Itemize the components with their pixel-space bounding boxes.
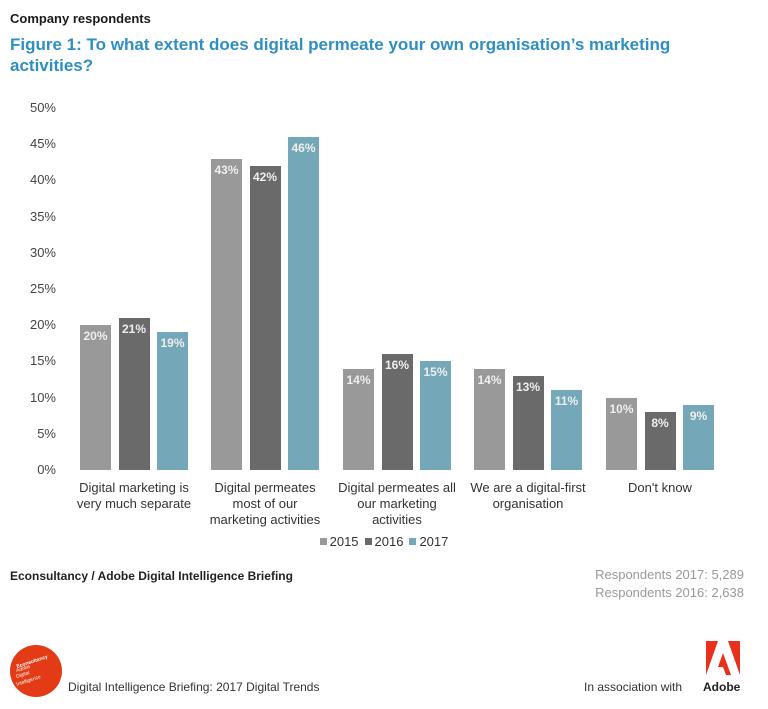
bar-2016: 8% <box>644 412 676 470</box>
bar-value-label: 13% <box>515 379 541 394</box>
y-tick-label: 35% <box>29 208 56 224</box>
bar-2017: 9% <box>683 404 714 470</box>
y-tick-label: 20% <box>29 317 56 333</box>
bar-value-label: 10% <box>609 401 634 416</box>
y-tick-label: 40% <box>29 172 56 188</box>
bar-2016: 21% <box>118 317 150 470</box>
respondents-2016: Respondents 2016: 2,638 <box>595 585 744 600</box>
legend-label: 2015 <box>329 534 359 549</box>
legend-swatch-icon <box>364 538 372 545</box>
bar-2017: 11% <box>551 390 582 470</box>
bar-value-label: 8% <box>651 416 669 431</box>
y-tick-label: 10% <box>29 389 56 405</box>
bar-value-label: 46% <box>291 140 316 155</box>
chart-subtitle: Company respondents <box>10 11 151 26</box>
respondents-2017: Respondents 2017: 5,289 <box>595 567 744 582</box>
y-tick-label: 25% <box>29 281 56 296</box>
legend-item-2017: 2017 <box>409 534 448 549</box>
bar-2017: 15% <box>420 361 451 470</box>
bar-2016: 16% <box>381 354 413 470</box>
bar-2017: 46% <box>288 136 319 470</box>
x-category-label: Digital marketing is very much separate <box>76 480 192 511</box>
bar-value-label: 19% <box>160 336 185 351</box>
bar-2015: 43% <box>211 158 242 470</box>
y-tick-label: 30% <box>29 244 56 260</box>
bar-2015: 14% <box>474 368 505 470</box>
bar-value-label: 11% <box>554 394 579 409</box>
x-category-label: Digital permeates most of our marketing ac… <box>209 480 321 527</box>
legend-item-2016: 2016 <box>364 534 404 549</box>
bar-2015: 10% <box>606 397 637 470</box>
adobe-logo-icon <box>706 641 740 675</box>
x-category-label: We are a digital-first organisation <box>470 480 586 511</box>
chart-title: Figure 1: To what extent does digital pe… <box>10 35 671 75</box>
bar-value-label: 42% <box>252 169 278 184</box>
bar-chart: 0% 5% 10% 15% 20% 25% 30% 35% 40% 45% 50% 20% 21% 19%… <box>29 100 714 527</box>
y-tick-label: 50% <box>29 100 56 115</box>
x-category-label: Don't know <box>628 480 692 495</box>
bar-value-label: 20% <box>83 329 108 344</box>
bar-value-label: 16% <box>384 358 410 373</box>
bar-2016: 42% <box>249 165 281 470</box>
econsultancy-logo-icon: Econsultancy Adobe Digital Intelligence <box>10 645 62 697</box>
bar-2015: 20% <box>80 325 111 470</box>
bar-2015: 14% <box>343 368 374 470</box>
adobe-wordmark: Adobe <box>703 680 741 694</box>
legend-swatch-icon <box>409 538 417 545</box>
bar-value-label: 21% <box>121 321 147 336</box>
bar-value-label: 15% <box>423 365 448 380</box>
bar-value-label: 43% <box>214 162 239 177</box>
bar-value-label: 9% <box>689 408 708 423</box>
x-category-label: Digital permeates all our marketing activi… <box>338 480 456 527</box>
report-name: Digital Intelligence Briefing: 2017 Digi… <box>68 680 320 694</box>
y-tick-label: 45% <box>29 136 56 152</box>
source-label: Econsultancy / Adobe Digital Intelligenc… <box>10 569 293 583</box>
legend-label: 2016 <box>374 534 404 549</box>
association-label: In association with <box>584 680 683 694</box>
y-tick-label: 15% <box>29 353 56 369</box>
legend-label: 2017 <box>419 534 449 549</box>
y-tick-label: 5% <box>37 425 56 441</box>
bar-value-label: 14% <box>346 372 371 387</box>
bar-value-label: 14% <box>477 372 502 387</box>
bar-2016: 13% <box>512 375 544 470</box>
legend-swatch-icon <box>319 538 327 545</box>
legend-item-2015: 2015 <box>319 534 359 549</box>
y-tick-label: 0% <box>37 462 56 477</box>
bar-2017: 19% <box>157 332 188 470</box>
chart-legend: 2015 2016 2017 <box>0 534 768 549</box>
